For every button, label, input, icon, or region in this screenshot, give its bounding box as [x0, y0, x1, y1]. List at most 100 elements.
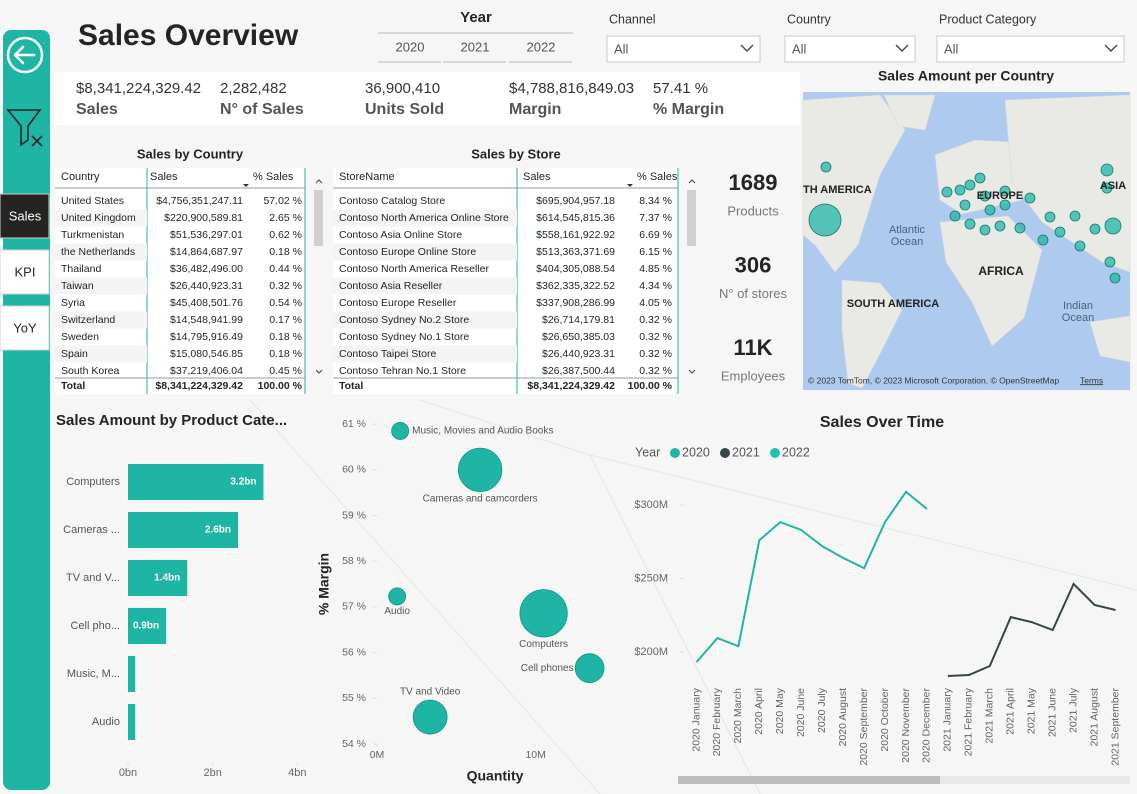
table-cell: Contoso Europe Online Store [339, 246, 476, 258]
bubble [519, 589, 568, 638]
map-bubble [979, 190, 991, 202]
table-cell: Contoso Tehran No.1 Store [339, 365, 466, 377]
map-bubble [954, 184, 966, 196]
table-cell: 4.85 % [639, 263, 672, 275]
table-cell: 2.65 % [269, 212, 302, 224]
table-cell: $26,714,179.81 [542, 314, 615, 326]
table-row-bg [333, 345, 517, 363]
table-cell: United States [61, 195, 124, 207]
kpi-band [55, 72, 800, 125]
nav-button-bg[interactable] [0, 193, 50, 239]
nav-button-bg[interactable] [0, 305, 50, 351]
map-bubble [1100, 163, 1114, 177]
nav-button[interactable]: KPI [0, 249, 50, 295]
table-total: $8,341,224,329.42 [527, 380, 615, 392]
nav-button-label[interactable]: Sales [9, 208, 42, 223]
table-cell: $14,548,941.99 [170, 314, 243, 326]
clear-filter-icon[interactable] [6, 109, 43, 147]
kpi-value: 2,282,482 [220, 80, 287, 97]
table-cell: 0.32 % [639, 314, 672, 326]
map-bubble [984, 204, 996, 216]
chart-title: Sales Over Time [820, 414, 944, 431]
table-cell: 0.45 % [269, 365, 302, 377]
map-bubble [999, 199, 1011, 211]
x-tick-label: 2020 June [795, 688, 807, 737]
bar [128, 464, 264, 500]
table-header: % Sales [637, 171, 678, 183]
x-axis-title: Quantity [467, 768, 524, 784]
bar [128, 608, 167, 644]
dropdown-chevron[interactable] [740, 44, 754, 52]
table-cell: Contoso North America Reseller [339, 263, 489, 275]
nav-button[interactable]: YoY [0, 305, 50, 351]
table-cell: Switzerland [61, 314, 115, 326]
point-label: TV and Video [400, 687, 461, 698]
year-option[interactable]: 2022 [527, 39, 556, 54]
map-bubble [1104, 256, 1116, 268]
data-label: 2.6bn [205, 525, 231, 536]
point-label: Audio [384, 606, 410, 617]
y-tick-label: 60 % [342, 464, 366, 476]
nav-button[interactable]: Sales [0, 193, 50, 239]
dropdown-chevron[interactable] [895, 44, 909, 52]
map-bubble [979, 224, 991, 236]
dropdown[interactable]: All [936, 35, 1125, 63]
dropdown[interactable]: All [784, 35, 916, 63]
map-bubble [1014, 222, 1026, 234]
y-tick-label: 54 % [342, 738, 366, 750]
map-bubble [1104, 217, 1122, 235]
dropdown-value[interactable]: All [944, 41, 959, 56]
line-series [695, 490, 928, 663]
scrollbar-thumb[interactable] [678, 776, 940, 784]
table-cell: Syria [61, 297, 85, 309]
scrollbar[interactable] [687, 190, 696, 246]
dropdown-box[interactable] [936, 35, 1125, 63]
scroll-down[interactable] [688, 369, 696, 374]
y-tick-label: $200M [634, 646, 668, 658]
back-button[interactable] [6, 36, 44, 74]
scrollbar[interactable] [314, 190, 323, 246]
nav-button-label[interactable]: KPI [15, 264, 36, 279]
y-tick-label: $250M [634, 572, 668, 584]
map-label: SOUTH AMERICA [847, 298, 940, 310]
table-total: $8,341,224,329.42 [155, 380, 243, 392]
year-option[interactable]: 2021 [461, 39, 490, 54]
x-tick-label: 2020 August [837, 688, 849, 746]
year-option[interactable]: 2020 [396, 39, 425, 54]
map-bubble [1024, 192, 1036, 204]
card-label: N° of stores [719, 286, 788, 301]
scroll-up[interactable] [315, 179, 323, 184]
x-tick-label: 2021 March [984, 688, 996, 744]
nav-button-bg[interactable] [0, 249, 50, 295]
table-cell: $337,908,286.99 [536, 297, 615, 309]
nav-button-label[interactable]: YoY [13, 320, 37, 335]
table-row-bg [55, 209, 147, 227]
dropdown-chevron[interactable] [1104, 44, 1118, 52]
dropdown-value[interactable]: All [792, 41, 807, 56]
map-bubble [1101, 182, 1113, 194]
map-bubble [1109, 272, 1121, 284]
dropdown-box[interactable] [784, 35, 916, 63]
map-label: EUROPE [977, 190, 1023, 202]
card-value: 11K [733, 335, 772, 360]
dropdown[interactable]: All [606, 35, 761, 63]
map-bubble [820, 161, 832, 173]
table-title: Sales by Country [137, 146, 244, 161]
x-tick-label: 0bn [119, 767, 137, 779]
dropdown-box[interactable] [606, 35, 761, 63]
map-bubble [1089, 223, 1101, 235]
legend-label: 2022 [782, 445, 810, 459]
scroll-down[interactable] [315, 369, 323, 374]
dropdown-value[interactable]: All [614, 41, 629, 56]
legend-marker [770, 448, 780, 458]
map-bubble [1054, 226, 1066, 238]
scroll-up[interactable] [688, 179, 696, 184]
map-bubble [999, 185, 1011, 197]
page-title: Sales Overview [78, 19, 299, 52]
kpi-value: $4,788,816,849.03 [509, 80, 634, 97]
table-cell: $362,335,322.52 [536, 280, 615, 292]
bar [128, 704, 136, 740]
table-cell: 0.62 % [269, 229, 302, 241]
legend-label: 2020 [682, 445, 710, 459]
x-tick-label: 2020 May [774, 687, 786, 734]
